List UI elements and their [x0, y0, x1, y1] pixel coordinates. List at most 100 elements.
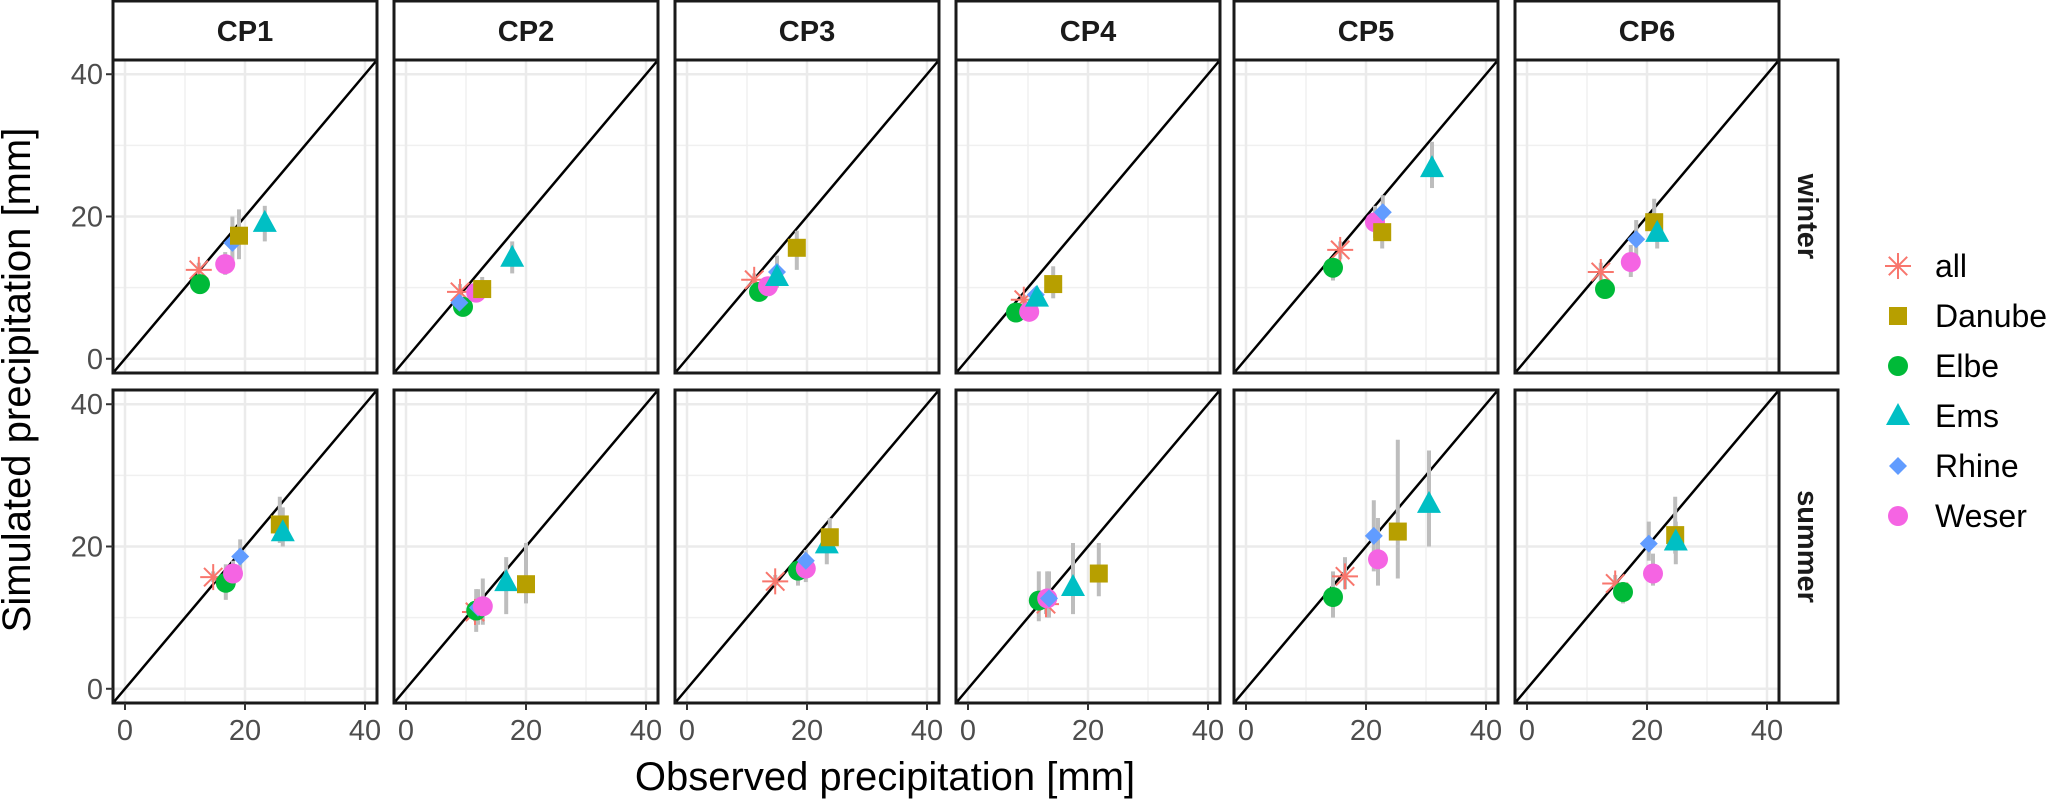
identity-line — [393, 59, 659, 374]
x-tick-label: 0 — [1238, 715, 1254, 747]
point-ems — [1061, 574, 1085, 597]
point-danube — [1044, 275, 1063, 294]
y-tick-label: 40 — [71, 389, 103, 421]
row-strip-label: summer — [1791, 490, 1823, 603]
column-strip: CP4 — [954, 0, 1222, 62]
y-axis-title: Simulated precipitation [mm] — [0, 128, 39, 633]
point-ems — [270, 519, 295, 542]
point-ems — [1420, 155, 1444, 178]
column-strip-label: CP5 — [1338, 16, 1394, 48]
column-strip-box — [111, 0, 379, 62]
x-tick-label: 40 — [911, 715, 943, 747]
point-weser — [472, 596, 493, 617]
point-rhine — [1364, 526, 1383, 545]
identity-line — [112, 59, 378, 374]
x-tick-label: 20 — [791, 715, 823, 747]
panel-winter-CP5 — [1232, 58, 1500, 375]
point-weser — [1368, 549, 1388, 570]
identity-line — [1233, 389, 1499, 704]
y-tick-label: 0 — [87, 344, 103, 376]
x-tick-label: 0 — [398, 715, 414, 747]
x-tick-label: 0 — [960, 715, 976, 747]
legend-key-circle-icon — [1888, 356, 1908, 376]
identity-line — [1233, 59, 1499, 374]
facet-panels: CP1 CP2 CP3 CP4 CP5 CP6 winter summer 0 20 40 0 20 40… — [71, 0, 1840, 747]
x-tick-label: 40 — [349, 715, 381, 747]
point-danube — [230, 226, 248, 245]
legend-key-diamond-icon — [1889, 457, 1907, 475]
point-elbe — [190, 274, 210, 295]
point-danube — [1089, 564, 1108, 583]
legend-key-square-icon — [1889, 307, 1907, 325]
point-rhine — [1639, 534, 1658, 553]
point-elbe — [1323, 587, 1343, 608]
panel-summer-CP3: 0 20 40 — [673, 388, 943, 747]
point-weser — [1620, 252, 1641, 273]
point-danube — [1388, 522, 1407, 541]
column-strip-label: CP3 — [779, 16, 835, 48]
point-rhine — [450, 293, 469, 312]
point-rhine — [231, 547, 250, 566]
panel-summer-CP6: 0 20 40 — [1513, 388, 1783, 747]
point-weser — [215, 254, 236, 275]
point-all — [1332, 563, 1358, 590]
y-tick-label: 0 — [87, 674, 103, 706]
x-tick-label: 0 — [679, 715, 695, 747]
x-tick-label: 40 — [1192, 715, 1224, 747]
panel-border — [392, 58, 660, 375]
x-tick-label: 20 — [510, 715, 542, 747]
point-danube — [473, 280, 492, 299]
column-strip-label: CP6 — [1619, 16, 1675, 48]
panel-border — [1232, 58, 1500, 375]
point-ems — [252, 209, 277, 232]
legend-key-asterisk-icon — [1885, 253, 1911, 279]
point-rhine — [1040, 589, 1058, 608]
row-strip-box — [1777, 58, 1840, 375]
legend-label: Danube — [1935, 298, 2047, 334]
x-tick-label: 0 — [117, 715, 133, 747]
point-danube — [787, 238, 806, 257]
row-strip: winter — [1777, 58, 1840, 375]
legend-label: Weser — [1935, 498, 2027, 534]
identity-line — [955, 389, 1221, 704]
column-strip: CP5 — [1232, 0, 1500, 62]
column-strip: CP2 — [392, 0, 660, 62]
panel-winter-CP6 — [1513, 58, 1781, 375]
point-rhine — [796, 551, 815, 570]
row-strip-label: winter — [1791, 173, 1823, 259]
panel-winter-CP2 — [392, 58, 660, 375]
panel-winter-CP3 — [673, 58, 941, 375]
row-strip: summer — [1777, 388, 1840, 705]
x-tick-label: 40 — [630, 715, 662, 747]
legend-label: Ems — [1935, 398, 1999, 434]
y-tick-label: 20 — [71, 532, 103, 564]
legend: all Danube Elbe Ems Rhine Weser — [1885, 248, 2047, 534]
x-axis-title: Observed precipitation [mm] — [635, 755, 1135, 799]
column-strip-label: CP2 — [498, 16, 554, 48]
point-weser — [223, 563, 243, 584]
point-all — [762, 568, 789, 595]
point-ems — [1417, 490, 1441, 513]
identity-line — [674, 59, 940, 374]
column-strip-box — [954, 0, 1222, 62]
identity-line — [112, 389, 378, 704]
y-tick-label: 20 — [71, 202, 103, 234]
point-elbe — [1323, 257, 1343, 278]
point-all — [1327, 236, 1354, 263]
column-strip-label: CP4 — [1060, 16, 1116, 48]
legend-item-ems: Ems — [1886, 398, 1999, 434]
point-rhine — [1373, 203, 1392, 222]
column-strip-box — [392, 0, 660, 62]
x-tick-label: 0 — [1519, 715, 1535, 747]
identity-line — [955, 59, 1221, 374]
legend-key-circle-icon — [1888, 506, 1908, 526]
panel-winter-CP1: 0 20 40 — [71, 58, 379, 376]
panel-border — [954, 58, 1222, 375]
point-danube — [517, 575, 535, 594]
legend-item-all: all — [1885, 248, 1967, 284]
point-ems — [494, 569, 519, 592]
x-tick-label: 20 — [1072, 715, 1104, 747]
x-tick-label: 20 — [1350, 715, 1382, 747]
legend-item-danube: Danube — [1889, 298, 2047, 334]
